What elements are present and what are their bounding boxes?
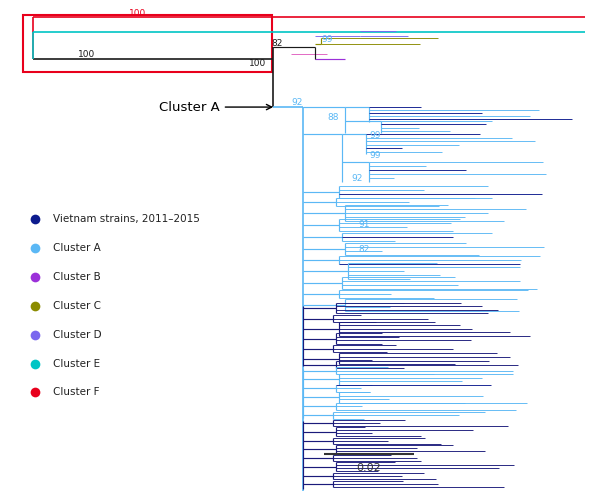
Text: Cluster E: Cluster E: [53, 359, 100, 369]
Text: Cluster F: Cluster F: [53, 387, 100, 397]
Text: Cluster A: Cluster A: [159, 101, 272, 114]
Text: Cluster D: Cluster D: [53, 330, 101, 340]
Text: 82: 82: [271, 39, 283, 48]
Text: 0.02: 0.02: [356, 463, 382, 473]
Text: 100: 100: [78, 50, 95, 59]
Text: 82: 82: [359, 245, 370, 254]
Text: 100: 100: [249, 59, 266, 68]
Text: 91: 91: [359, 220, 370, 229]
Text: 99: 99: [321, 35, 332, 44]
Text: Cluster B: Cluster B: [53, 272, 101, 282]
Text: Cluster A: Cluster A: [53, 243, 101, 253]
Text: 92: 92: [351, 174, 362, 183]
Text: 99: 99: [369, 131, 380, 140]
Text: 88: 88: [327, 113, 338, 122]
Text: 92: 92: [291, 98, 302, 107]
Text: Cluster C: Cluster C: [53, 301, 101, 311]
Bar: [23, 15, 272, 72]
Text: 99: 99: [369, 151, 380, 160]
Text: Vietnam strains, 2011–2015: Vietnam strains, 2011–2015: [53, 214, 200, 224]
Text: 100: 100: [129, 9, 146, 18]
